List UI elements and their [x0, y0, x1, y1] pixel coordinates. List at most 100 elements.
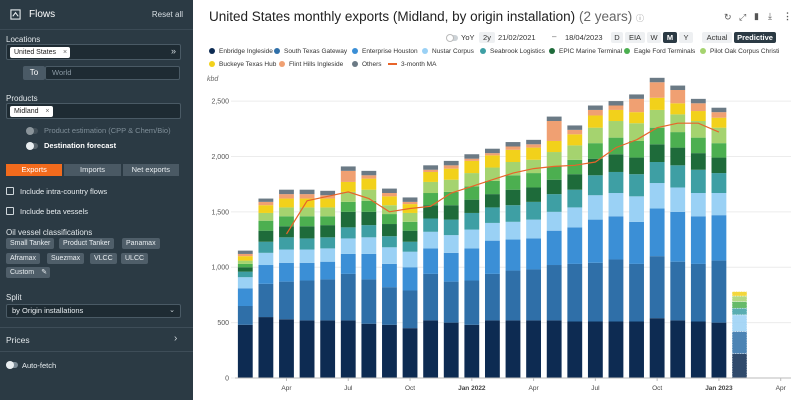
bar-segment	[690, 137, 706, 154]
legend-item[interactable]: Others	[352, 61, 382, 68]
granularity-y-button[interactable]: Y	[679, 32, 693, 43]
bar-segment	[320, 279, 336, 321]
legend-item[interactable]: Eagle Ford Terminals	[624, 48, 695, 55]
destination-input[interactable]: World	[45, 66, 180, 80]
tab-imports[interactable]: Imports	[64, 164, 121, 176]
to-toggle-button[interactable]: To	[23, 66, 45, 80]
bar-segment	[237, 267, 253, 272]
bar-segment	[340, 253, 356, 274]
prices-section-toggle[interactable]: Prices	[6, 335, 30, 345]
vessel-tag-custom[interactable]: Custom ✎	[6, 267, 51, 278]
bar-segment	[505, 189, 521, 206]
y-axis-unit: kbd	[207, 76, 219, 83]
granularity-m-button[interactable]: M	[663, 32, 677, 43]
bar-segment	[340, 227, 356, 239]
bar-segment	[484, 240, 500, 274]
beta-vessels-checkbox[interactable]	[6, 207, 14, 215]
mode-actual-button[interactable]: Actual	[702, 32, 732, 43]
bar-segment	[279, 319, 294, 378]
sidebar-title: Flows	[29, 9, 56, 20]
date-to-input[interactable]: 18/04/2023	[565, 32, 615, 43]
flow-direction-tabs: Exports Imports Net exports	[6, 164, 181, 176]
granularity-d-button[interactable]: D	[611, 32, 623, 43]
legend-item[interactable]: EPIC Marine Terminal	[549, 48, 622, 55]
date-from-input[interactable]: 21/02/2021	[498, 32, 546, 43]
bar-segment	[423, 320, 439, 378]
bar-segment	[423, 181, 439, 194]
destination-forecast-toggle[interactable]	[26, 142, 38, 150]
bar-segment	[670, 261, 686, 321]
yoy-toggle[interactable]	[446, 34, 458, 42]
reset-all-button[interactable]: Reset all	[151, 10, 183, 19]
products-input[interactable]: Midland ×	[6, 103, 181, 119]
bar-segment	[526, 219, 542, 239]
vessel-tag-small-tanker[interactable]: Small Tanker	[6, 238, 55, 249]
locations-input[interactable]: United States × »	[6, 44, 181, 60]
x-tick-label: Oct	[652, 385, 662, 392]
bar-segment	[382, 287, 397, 325]
bar-segment	[279, 189, 294, 195]
auto-fetch-toggle[interactable]	[6, 361, 18, 369]
vessel-tag-vlcc[interactable]: VLCC	[90, 253, 117, 264]
bar-segment	[464, 160, 480, 174]
remove-location-icon[interactable]: ×	[62, 49, 68, 56]
more-options-icon[interactable]: ⋮	[783, 11, 792, 21]
legend-item[interactable]: 3-month MA	[388, 61, 436, 68]
product-estimation-toggle[interactable]	[26, 127, 38, 135]
legend-item[interactable]: Enterprise Houston	[352, 48, 418, 55]
vessel-tag-panamax[interactable]: Panamax	[122, 238, 160, 249]
bar-segment	[402, 201, 418, 205]
range-2y-button[interactable]: 2y	[479, 32, 495, 43]
legend-item[interactable]: Buckeye Texas Hub	[209, 61, 276, 68]
bar-segment	[670, 90, 686, 104]
bar-segment	[320, 320, 336, 378]
legend-item[interactable]: Pilot Oak Corpus Christi	[700, 48, 779, 55]
forecast-bar-segment	[731, 353, 748, 379]
collapse-chevron-icon[interactable]: »	[170, 46, 176, 56]
expand-icon[interactable]: ⤢	[739, 12, 747, 22]
legend-swatch	[352, 61, 358, 67]
legend-item[interactable]: Seabrook Logistics	[480, 48, 545, 55]
bar-segment	[443, 191, 459, 206]
mode-predictive-button[interactable]: Predictive	[734, 32, 776, 43]
bar-segment	[258, 201, 274, 206]
bar-segment	[546, 179, 562, 195]
intra-country-checkbox[interactable]	[6, 187, 14, 195]
x-tick-label: Apr	[281, 385, 292, 392]
vessel-tag-product-tanker[interactable]: Product Tanker	[59, 238, 114, 249]
intra-country-label: Include intra-country flows	[20, 187, 108, 196]
edit-pencil-icon[interactable]: ✎	[41, 269, 48, 276]
vessel-tag-ulcc[interactable]: ULCC	[121, 253, 149, 264]
bar-segment	[567, 189, 583, 208]
vessel-tag-suezmax[interactable]: Suezmax	[47, 253, 85, 264]
legend-item[interactable]: South Texas Gateway	[274, 48, 347, 55]
bar-segment	[670, 211, 686, 262]
remove-product-icon[interactable]: ×	[45, 108, 50, 115]
legend-label: Enterprise Houston	[362, 48, 418, 55]
legend-item[interactable]: Enbridge Ingleside	[209, 48, 273, 55]
chevron-right-icon[interactable]: ›	[174, 333, 178, 344]
bar-segment	[299, 226, 315, 239]
legend-item[interactable]: Nustar Corpus	[422, 48, 474, 55]
bar-segment	[587, 115, 603, 128]
bar-segment	[526, 238, 542, 270]
granularity-w-button[interactable]: W	[647, 32, 661, 43]
vessel-tag-aframax[interactable]: Aframax	[6, 253, 41, 264]
tab-exports[interactable]: Exports	[6, 164, 63, 176]
legend-item[interactable]: Flint Hills Ingleside	[279, 61, 343, 68]
bar-segment	[587, 219, 603, 263]
granularity-eia-button[interactable]: EIA	[625, 32, 645, 43]
info-icon[interactable]: ⓘ	[635, 14, 644, 23]
product-estimation-knob	[26, 127, 34, 135]
bar-segment	[361, 225, 377, 238]
split-select[interactable]: by Origin installations ⌄	[6, 304, 181, 318]
refresh-icon[interactable]: ↻	[724, 12, 732, 22]
bar-segment	[711, 112, 727, 118]
page-title-text: United States monthly exports (Midland, …	[209, 9, 576, 24]
chevron-down-icon: ⌄	[169, 307, 175, 314]
forecast-bar-segment	[731, 291, 748, 297]
legend-swatch	[624, 48, 630, 54]
tab-net-exports[interactable]: Net exports	[122, 164, 179, 176]
download-icon[interactable]: ⤓	[768, 11, 772, 21]
bar-chart-icon[interactable]: ▮	[754, 11, 759, 21]
